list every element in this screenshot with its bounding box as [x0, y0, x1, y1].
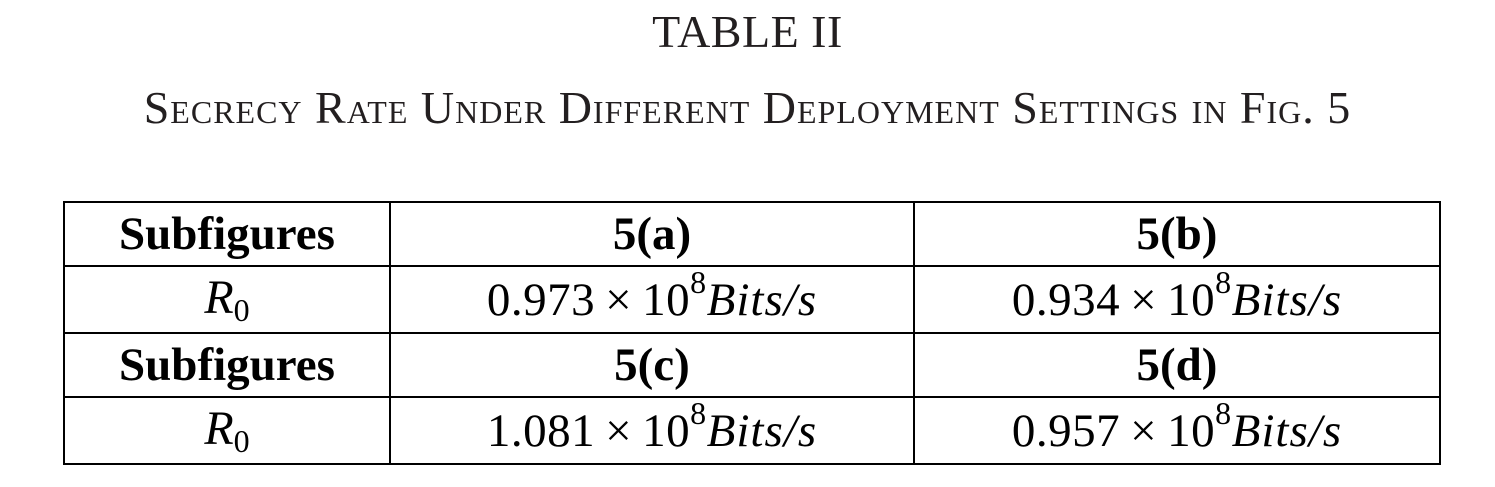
unit: Bits/s	[706, 404, 818, 457]
base: 10	[1167, 273, 1216, 326]
header-cell-5c: 5(c)	[389, 332, 915, 398]
header-cell-5a: 5(a)	[389, 201, 915, 267]
mantissa: 1.081	[486, 404, 596, 457]
exponent: 8	[1215, 266, 1232, 300]
times-sign: ×	[1130, 273, 1158, 326]
table-caption: Secrecy Rate Under Different Deployment …	[143, 82, 1352, 133]
exponent: 8	[690, 266, 707, 300]
row-label-r0: R0	[63, 396, 391, 465]
times-sign: ×	[605, 273, 633, 326]
header-cell-subfigures: Subfigures	[63, 201, 391, 267]
table-header-row: Subfigures 5(a) 5(b)	[63, 201, 1441, 267]
table-row-r0: R0 1.081 × 108Bits/s 0.957 × 108Bits/s	[63, 396, 1441, 465]
header-cell-5d: 5(d)	[913, 332, 1441, 398]
value-cell-5d: 0.957 × 108Bits/s	[913, 396, 1441, 465]
base: 10	[642, 404, 691, 457]
times-sign: ×	[1130, 404, 1158, 457]
symbol-r: R	[204, 402, 234, 455]
symbol-r: R	[204, 271, 234, 324]
secrecy-rate-table: Subfigures 5(a) 5(b) R0 0.973 × 108Bits/s …	[63, 201, 1441, 465]
row-label-r0: R0	[63, 265, 391, 334]
mantissa: 0.957	[1011, 404, 1121, 457]
value-cell-5a: 0.973 × 108Bits/s	[389, 265, 915, 334]
base: 10	[642, 273, 691, 326]
symbol-subscript: 0	[233, 423, 250, 459]
times-sign: ×	[605, 404, 633, 457]
header-cell-5b: 5(b)	[913, 201, 1441, 267]
value-cell-5c: 1.081 × 108Bits/s	[389, 396, 915, 465]
exponent: 8	[1215, 397, 1232, 431]
unit: Bits/s	[1231, 273, 1343, 326]
unit: Bits/s	[1231, 404, 1343, 457]
header-cell-subfigures: Subfigures	[63, 332, 391, 398]
unit: Bits/s	[706, 273, 818, 326]
table-row-r0: R0 0.973 × 108Bits/s 0.934 × 108Bits/s	[63, 265, 1441, 334]
table-label: TABLE II	[652, 6, 843, 57]
symbol-subscript: 0	[233, 292, 250, 328]
mantissa: 0.934	[1011, 273, 1121, 326]
exponent: 8	[690, 397, 707, 431]
base: 10	[1167, 404, 1216, 457]
table-header-row: Subfigures 5(c) 5(d)	[63, 332, 1441, 398]
value-cell-5b: 0.934 × 108Bits/s	[913, 265, 1441, 334]
mantissa: 0.973	[486, 273, 596, 326]
